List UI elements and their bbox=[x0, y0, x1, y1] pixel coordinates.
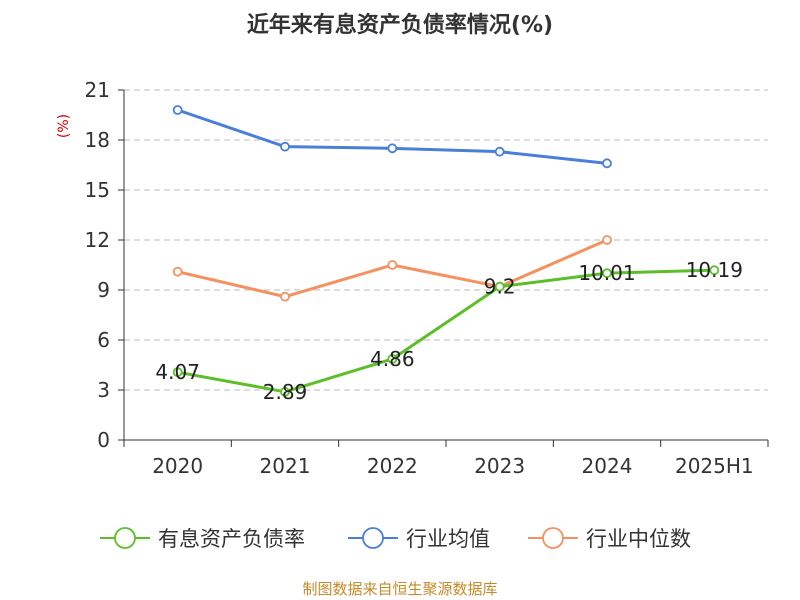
series-line bbox=[177, 268, 715, 394]
x-tick-label: 2020 bbox=[152, 454, 203, 478]
legend-label: 有息资产负债率 bbox=[158, 527, 305, 551]
data-point bbox=[387, 354, 398, 364]
data-point bbox=[494, 146, 505, 157]
y-tick-label: 0 bbox=[97, 428, 110, 452]
legend-marker bbox=[542, 527, 564, 549]
data-point bbox=[280, 141, 290, 152]
y-tick-label: 9 bbox=[97, 278, 110, 302]
data-point bbox=[172, 367, 183, 378]
data-label: 4.86 bbox=[370, 347, 415, 371]
y-tick-label: 3 bbox=[97, 378, 110, 402]
data-point bbox=[494, 281, 505, 292]
x-tick-label: 2023 bbox=[474, 454, 525, 478]
y-axis-unit: (%) bbox=[56, 114, 72, 138]
x-tick-label: 2022 bbox=[367, 454, 418, 478]
x-tick-label: 2025H1 bbox=[675, 454, 754, 478]
data-point bbox=[709, 265, 720, 276]
data-label: 4.07 bbox=[155, 360, 200, 384]
data-label: 2.89 bbox=[263, 380, 308, 404]
data-point bbox=[280, 386, 290, 397]
data-point bbox=[280, 291, 290, 302]
legend: 有息资产负债率 行业均值 行业中位数 bbox=[100, 527, 691, 551]
x-tick-label: 2021 bbox=[260, 454, 311, 478]
data-point bbox=[602, 235, 612, 245]
series-layer bbox=[172, 105, 720, 397]
series-line bbox=[177, 108, 608, 165]
data-point bbox=[602, 268, 612, 279]
legend-label: 行业均值 bbox=[406, 527, 490, 551]
axes bbox=[123, 90, 768, 441]
y-tick-label: 18 bbox=[85, 128, 110, 152]
x-tick-label: 2024 bbox=[582, 454, 633, 478]
y-tick-label: 21 bbox=[85, 78, 110, 102]
data-point bbox=[172, 266, 183, 277]
x-axis-ticks: 2020 2021 2022 2023 2024 2025H1 bbox=[123, 440, 769, 478]
data-labels: 4.07 2.89 4.86 9.2 10.01 10.19 bbox=[155, 258, 743, 404]
data-label: 10.19 bbox=[686, 258, 743, 282]
data-label: 10.01 bbox=[578, 261, 635, 285]
y-tick-label: 12 bbox=[85, 228, 110, 252]
data-point bbox=[387, 260, 398, 270]
source-note: 制图数据来自恒生聚源数据库 bbox=[302, 580, 497, 598]
data-label: 9.2 bbox=[484, 275, 516, 299]
y-tick-label: 6 bbox=[97, 328, 110, 352]
legend-label: 行业中位数 bbox=[586, 527, 691, 551]
y-tick-label: 15 bbox=[85, 178, 110, 202]
data-point bbox=[602, 158, 612, 169]
gridlines bbox=[124, 89, 768, 391]
y-axis-ticks: 0 3 6 9 12 15 18 21 bbox=[85, 78, 124, 452]
legend-marker bbox=[362, 527, 384, 549]
data-point bbox=[387, 143, 398, 154]
data-point bbox=[172, 105, 183, 115]
legend-marker bbox=[114, 527, 136, 549]
chart-title: 近年来有息资产负债率情况(%) bbox=[247, 12, 553, 38]
